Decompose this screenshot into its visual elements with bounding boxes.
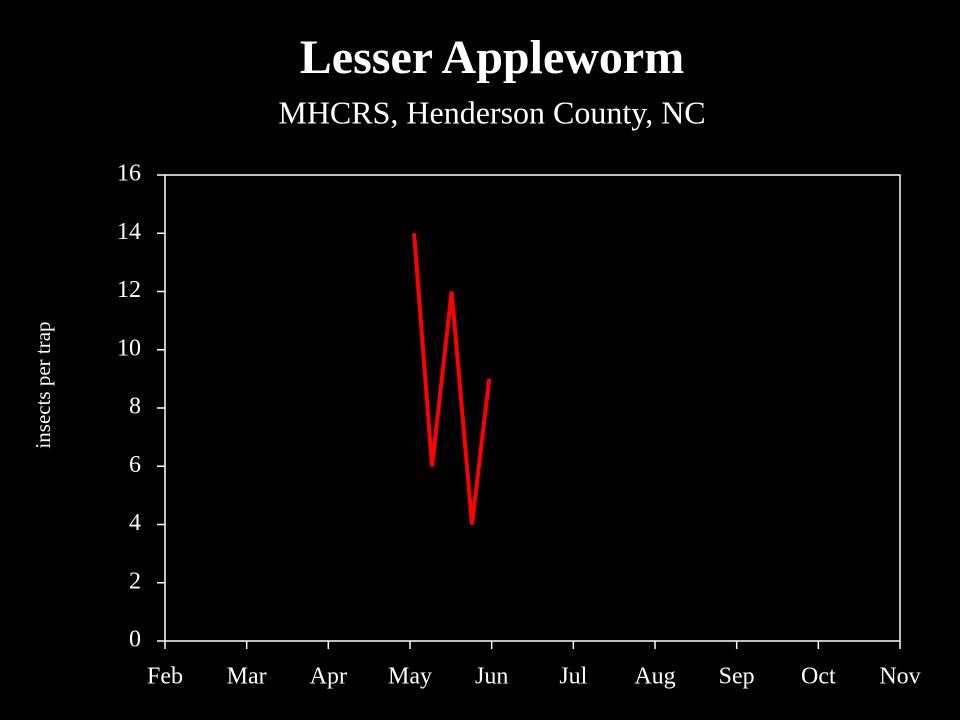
data-line — [412, 233, 492, 525]
chart-subtitle: MHCRS, Henderson County, NC — [278, 94, 705, 130]
x-tick-label: Jun — [475, 664, 508, 690]
x-tick-label: Oct — [801, 664, 836, 690]
y-tick-label: 6 — [129, 452, 141, 478]
x-tick-label: Apr — [310, 664, 347, 690]
y-tick-label: 10 — [117, 335, 141, 361]
x-tick-label: May — [388, 664, 432, 690]
x-tick-label: Mar — [227, 664, 267, 690]
x-tick-label: Feb — [147, 664, 183, 690]
y-tick-label: 8 — [129, 394, 141, 420]
x-tick-label: Aug — [634, 664, 675, 690]
x-tick-label: Jul — [559, 664, 587, 690]
y-axis-label: insects per trap — [31, 321, 55, 448]
plot-frame — [164, 174, 901, 642]
y-tick-label: 0 — [129, 627, 141, 653]
x-tick-label: Nov — [879, 664, 920, 690]
chart-title: Lesser Appleworm — [300, 31, 684, 84]
y-tick-label: 12 — [117, 277, 141, 303]
y-tick-label: 14 — [117, 219, 141, 245]
y-tick-label: 4 — [129, 510, 141, 536]
y-tick-label: 16 — [117, 161, 141, 187]
y-tick-label: 2 — [129, 568, 141, 594]
x-tick-label: Sep — [719, 664, 755, 690]
